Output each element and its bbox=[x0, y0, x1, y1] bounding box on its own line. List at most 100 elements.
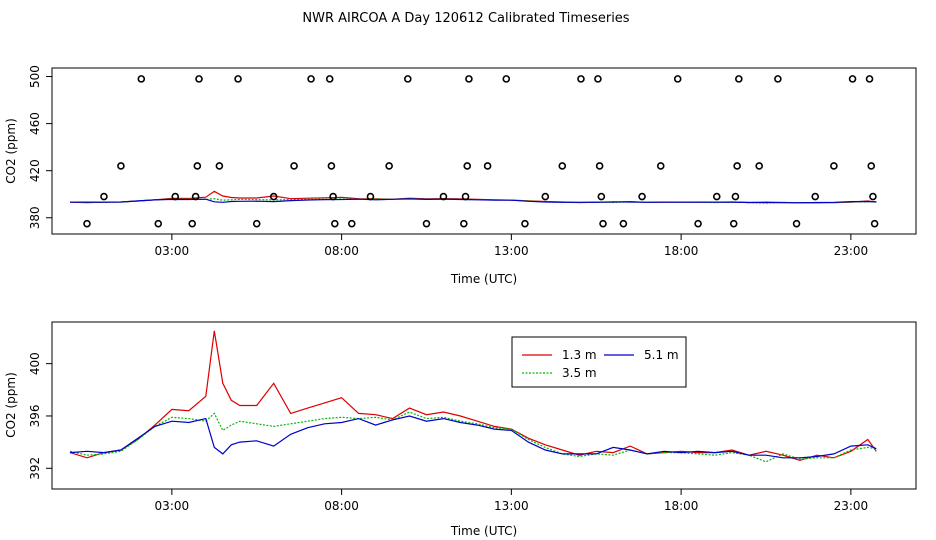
calibration-point bbox=[465, 75, 473, 83]
bottom-x-tick-label: 03:00 bbox=[155, 499, 190, 513]
calibration-point bbox=[290, 162, 298, 170]
calibration-point bbox=[735, 75, 743, 83]
bottom-y-axis-label: CO2 (ppm) bbox=[4, 372, 18, 438]
calibration-point bbox=[83, 219, 91, 228]
calibration-point bbox=[422, 219, 431, 228]
calibration-point bbox=[599, 219, 607, 228]
calibration-point bbox=[463, 162, 472, 170]
bottom-y-tick-label: 396 bbox=[28, 405, 42, 428]
top-y-tick-label: 500 bbox=[28, 65, 42, 88]
calibration-point bbox=[117, 162, 125, 170]
legend-label-3-5m: 3.5 m bbox=[562, 366, 597, 380]
calibration-point bbox=[638, 192, 646, 201]
legend-label-1-3m: 1.3 m bbox=[562, 348, 597, 362]
calibration-point bbox=[325, 75, 334, 83]
top-y-tick-label: 380 bbox=[28, 206, 42, 229]
figure-title: NWR AIRCOA A Day 120612 Calibrated Times… bbox=[302, 11, 629, 26]
calibration-point bbox=[404, 75, 412, 83]
bottom-y-tick-label: 400 bbox=[28, 352, 42, 375]
calibration-point bbox=[188, 219, 197, 228]
calibration-point bbox=[502, 75, 511, 83]
calibration-point bbox=[307, 75, 315, 83]
top-x-tick-label: 03:00 bbox=[155, 244, 190, 258]
calibration-point bbox=[191, 192, 200, 201]
top-series-1-3m-line bbox=[69, 190, 877, 204]
bottom-x-axis-label: Time (UTC) bbox=[450, 524, 517, 538]
calibration-point bbox=[193, 162, 202, 170]
bottom-y-tick-label: 392 bbox=[28, 457, 42, 480]
calibration-point bbox=[366, 192, 375, 201]
calibration-point bbox=[870, 219, 879, 228]
legend-box bbox=[511, 336, 687, 388]
calibration-point bbox=[848, 75, 857, 83]
calibration-point bbox=[731, 192, 740, 201]
top-x-tick-label: 23:00 bbox=[834, 244, 869, 258]
top-x-tick-label: 08:00 bbox=[324, 244, 359, 258]
calibration-point bbox=[865, 75, 874, 83]
calibration-point bbox=[215, 162, 224, 170]
calibration-point bbox=[100, 192, 108, 201]
calibration-points bbox=[83, 75, 879, 228]
top-x-axis: 03:00 08:00 13:00 18:00 23:00 bbox=[155, 234, 869, 258]
calibration-point bbox=[329, 192, 337, 201]
calibration-point bbox=[137, 75, 146, 83]
top-x-axis-label: Time (UTC) bbox=[450, 272, 517, 286]
calibration-point bbox=[461, 192, 470, 201]
calibration-point bbox=[234, 75, 242, 83]
calibration-point bbox=[694, 219, 702, 228]
bottom-series-5-1m-line bbox=[69, 415, 877, 459]
calibration-point bbox=[439, 192, 448, 201]
top-panel: 03:00 08:00 13:00 18:00 23:00 380 420 460 500 T… bbox=[4, 65, 917, 286]
calibration-point bbox=[712, 192, 721, 201]
legend: 1.3 m 3.5 m 5.1 m bbox=[511, 336, 687, 388]
legend-label-5-1m: 5.1 m bbox=[644, 348, 679, 362]
calibration-point bbox=[594, 75, 602, 83]
top-y-tick-label: 420 bbox=[28, 159, 42, 182]
calibration-point bbox=[755, 162, 763, 170]
bottom-x-tick-label: 13:00 bbox=[494, 499, 529, 513]
top-y-axis: 380 420 460 500 bbox=[28, 65, 52, 229]
bottom-x-tick-label: 23:00 bbox=[834, 499, 869, 513]
calibration-point bbox=[619, 219, 628, 228]
top-series-5-1m-line bbox=[69, 198, 877, 204]
bottom-panel: 03:00 08:00 13:00 18:00 23:00 392 396 400 Time… bbox=[4, 321, 917, 538]
bottom-series-lines bbox=[69, 330, 877, 463]
calibration-point bbox=[331, 219, 339, 228]
calibration-point bbox=[154, 219, 163, 228]
calibration-point bbox=[577, 75, 585, 83]
calibration-point bbox=[195, 75, 203, 83]
calibration-point bbox=[774, 75, 782, 83]
calibration-point bbox=[327, 162, 336, 170]
top-x-tick-label: 18:00 bbox=[664, 244, 699, 258]
bottom-x-axis: 03:00 08:00 13:00 18:00 23:00 bbox=[155, 489, 869, 513]
calibration-point bbox=[869, 192, 877, 201]
top-x-tick-label: 13:00 bbox=[494, 244, 529, 258]
calibration-point bbox=[733, 162, 741, 170]
calibration-point bbox=[792, 219, 801, 228]
calibration-point bbox=[347, 219, 356, 228]
bottom-series-1-3m-line bbox=[69, 330, 877, 462]
calibration-point bbox=[460, 219, 468, 228]
bottom-x-tick-label: 08:00 bbox=[324, 499, 359, 513]
calibration-point bbox=[673, 75, 682, 83]
calibration-point bbox=[171, 192, 180, 201]
bottom-y-axis: 392 396 400 bbox=[28, 352, 52, 480]
calibration-point bbox=[521, 219, 529, 228]
calibration-point bbox=[597, 192, 606, 201]
bottom-plot-frame bbox=[51, 321, 917, 490]
top-series-lines bbox=[69, 190, 877, 204]
calibration-point bbox=[541, 192, 550, 201]
calibration-point bbox=[483, 162, 492, 170]
bottom-x-tick-label: 18:00 bbox=[664, 499, 699, 513]
calibration-point bbox=[558, 162, 567, 170]
calibration-point bbox=[830, 162, 838, 170]
top-plot-frame bbox=[51, 67, 917, 235]
calibration-point bbox=[867, 162, 876, 170]
calibration-point bbox=[729, 219, 738, 228]
calibration-point bbox=[595, 162, 604, 170]
calibration-point bbox=[656, 162, 665, 170]
calibration-point bbox=[811, 192, 820, 201]
calibration-point bbox=[252, 219, 261, 228]
top-y-tick-label: 460 bbox=[28, 112, 42, 135]
